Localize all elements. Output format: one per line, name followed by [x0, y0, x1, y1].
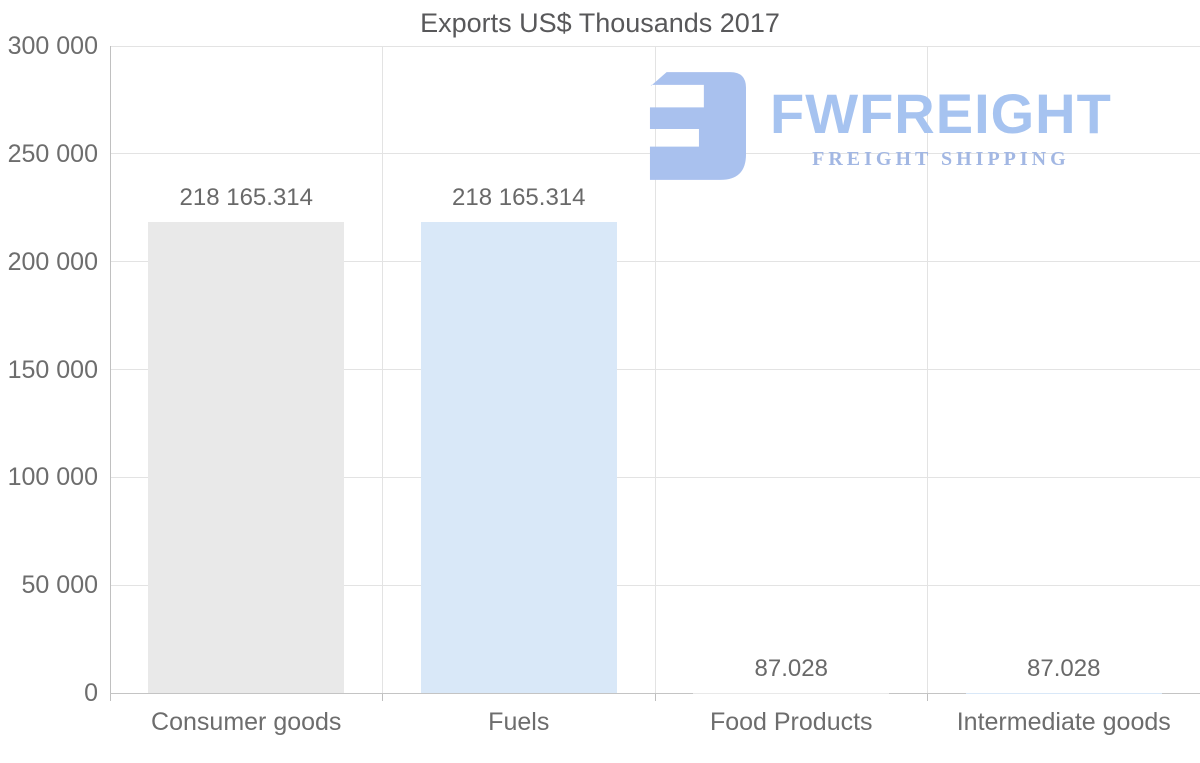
x-category-label: Consumer goods — [151, 708, 342, 736]
chart-title: Exports US$ Thousands 2017 — [420, 8, 780, 38]
v-separator — [382, 46, 383, 693]
bar — [148, 222, 345, 693]
brand-watermark: FWFREIGHT FREIGHT SHIPPING — [648, 70, 1112, 182]
axis-tick — [927, 693, 928, 701]
brand-text-block: FWFREIGHT FREIGHT SHIPPING — [770, 86, 1112, 171]
bar — [420, 222, 617, 693]
y-axis-line — [109, 46, 111, 701]
y-tick-label: 50 000 — [21, 571, 98, 600]
y-tick-label: 300 000 — [7, 32, 98, 60]
x-category-label: Fuels — [488, 708, 550, 736]
bar-value-label: 87.028 — [754, 654, 828, 682]
brand-name: FWFREIGHT — [770, 82, 1112, 145]
x-axis-line — [110, 692, 1200, 694]
x-category-label: Food Products — [709, 708, 873, 736]
brand-tagline: FREIGHT SHIPPING — [812, 148, 1070, 170]
x-category-label: Intermediate goods — [956, 708, 1171, 736]
axis-tick — [654, 693, 656, 701]
v-separator — [654, 46, 656, 693]
bar-value-label: 87.028 — [1027, 654, 1101, 682]
y-tick-label: 100 000 — [7, 463, 98, 492]
y-tick-label: 250 000 — [7, 139, 98, 168]
y-tick-label: 150 000 — [7, 355, 98, 384]
v-separator — [927, 46, 928, 693]
axis-tick — [382, 693, 383, 701]
y-tick-label: 0 — [84, 679, 98, 707]
fwfreight-logo-icon — [649, 72, 746, 180]
bar-value-label: 218 165.314 — [179, 184, 313, 212]
y-tick-label: 200 000 — [7, 247, 98, 276]
bar-value-label: 218 165.314 — [452, 184, 586, 212]
